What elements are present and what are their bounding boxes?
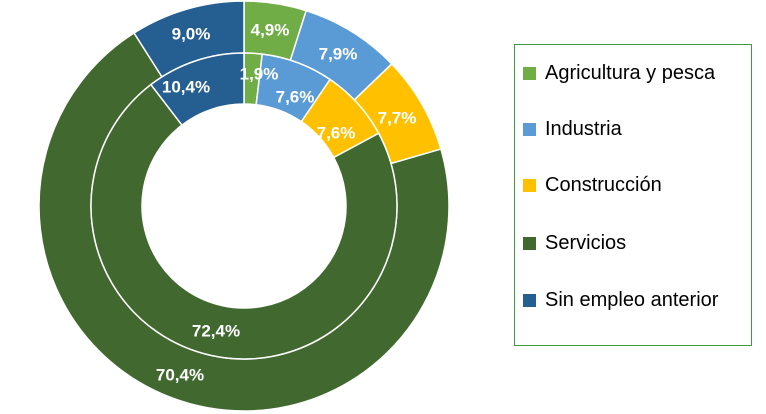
legend-item-sin-empleo: Sin empleo anterior: [523, 286, 745, 315]
legend-label-agricultura: Agricultura y pesca: [545, 62, 716, 84]
legend-label-construccion: Construcción: [545, 174, 662, 196]
legend-label-industria: Industria: [545, 118, 622, 140]
ring-separator: [90, 52, 398, 360]
outer-label-servicios: 70,4%: [156, 366, 204, 385]
outer-ring: [38, 0, 450, 412]
legend-swatch-agricultura: [523, 67, 536, 80]
legend-swatch-construccion: [523, 179, 536, 192]
inner-label-agricultura: 1,9%: [240, 65, 279, 84]
legend-swatch-servicios: [523, 237, 536, 250]
inner-label-industria: 7,6%: [276, 88, 315, 107]
legend-item-agricultura: Agricultura y pesca: [523, 59, 745, 88]
outer-label-sin-empleo: 9,0%: [172, 25, 211, 44]
legend-swatch-industria: [523, 123, 536, 136]
chart-legend: Agricultura y pesca Industria Construcci…: [514, 44, 752, 346]
outer-label-agricultura: 4,9%: [251, 21, 290, 40]
inner-label-construccion: 7,6%: [317, 124, 356, 143]
legend-swatch-sin-empleo: [523, 294, 536, 307]
slice-labels: 4,9% 7,9% 7,7% 70,4% 9,0% 1,9% 7,6%7,6% 72,4% 10…: [156, 21, 416, 385]
legend-item-construccion: Construcción: [523, 171, 745, 200]
outer-label-construccion: 7,7%: [378, 109, 417, 128]
legend-item-servicios: Servicios: [523, 229, 745, 258]
legend-item-industria: Industria: [523, 115, 745, 144]
legend-label-servicios: Servicios: [545, 232, 627, 254]
legend-label-sin-empleo: Sin empleo anterior: [545, 289, 719, 311]
inner-ring: [90, 52, 398, 360]
outer-label-industria: 7,9%: [319, 45, 358, 64]
inner-label-sin-empleo: 10,4%: [162, 78, 210, 97]
inner-label-servicios: 72,4%: [192, 322, 240, 341]
